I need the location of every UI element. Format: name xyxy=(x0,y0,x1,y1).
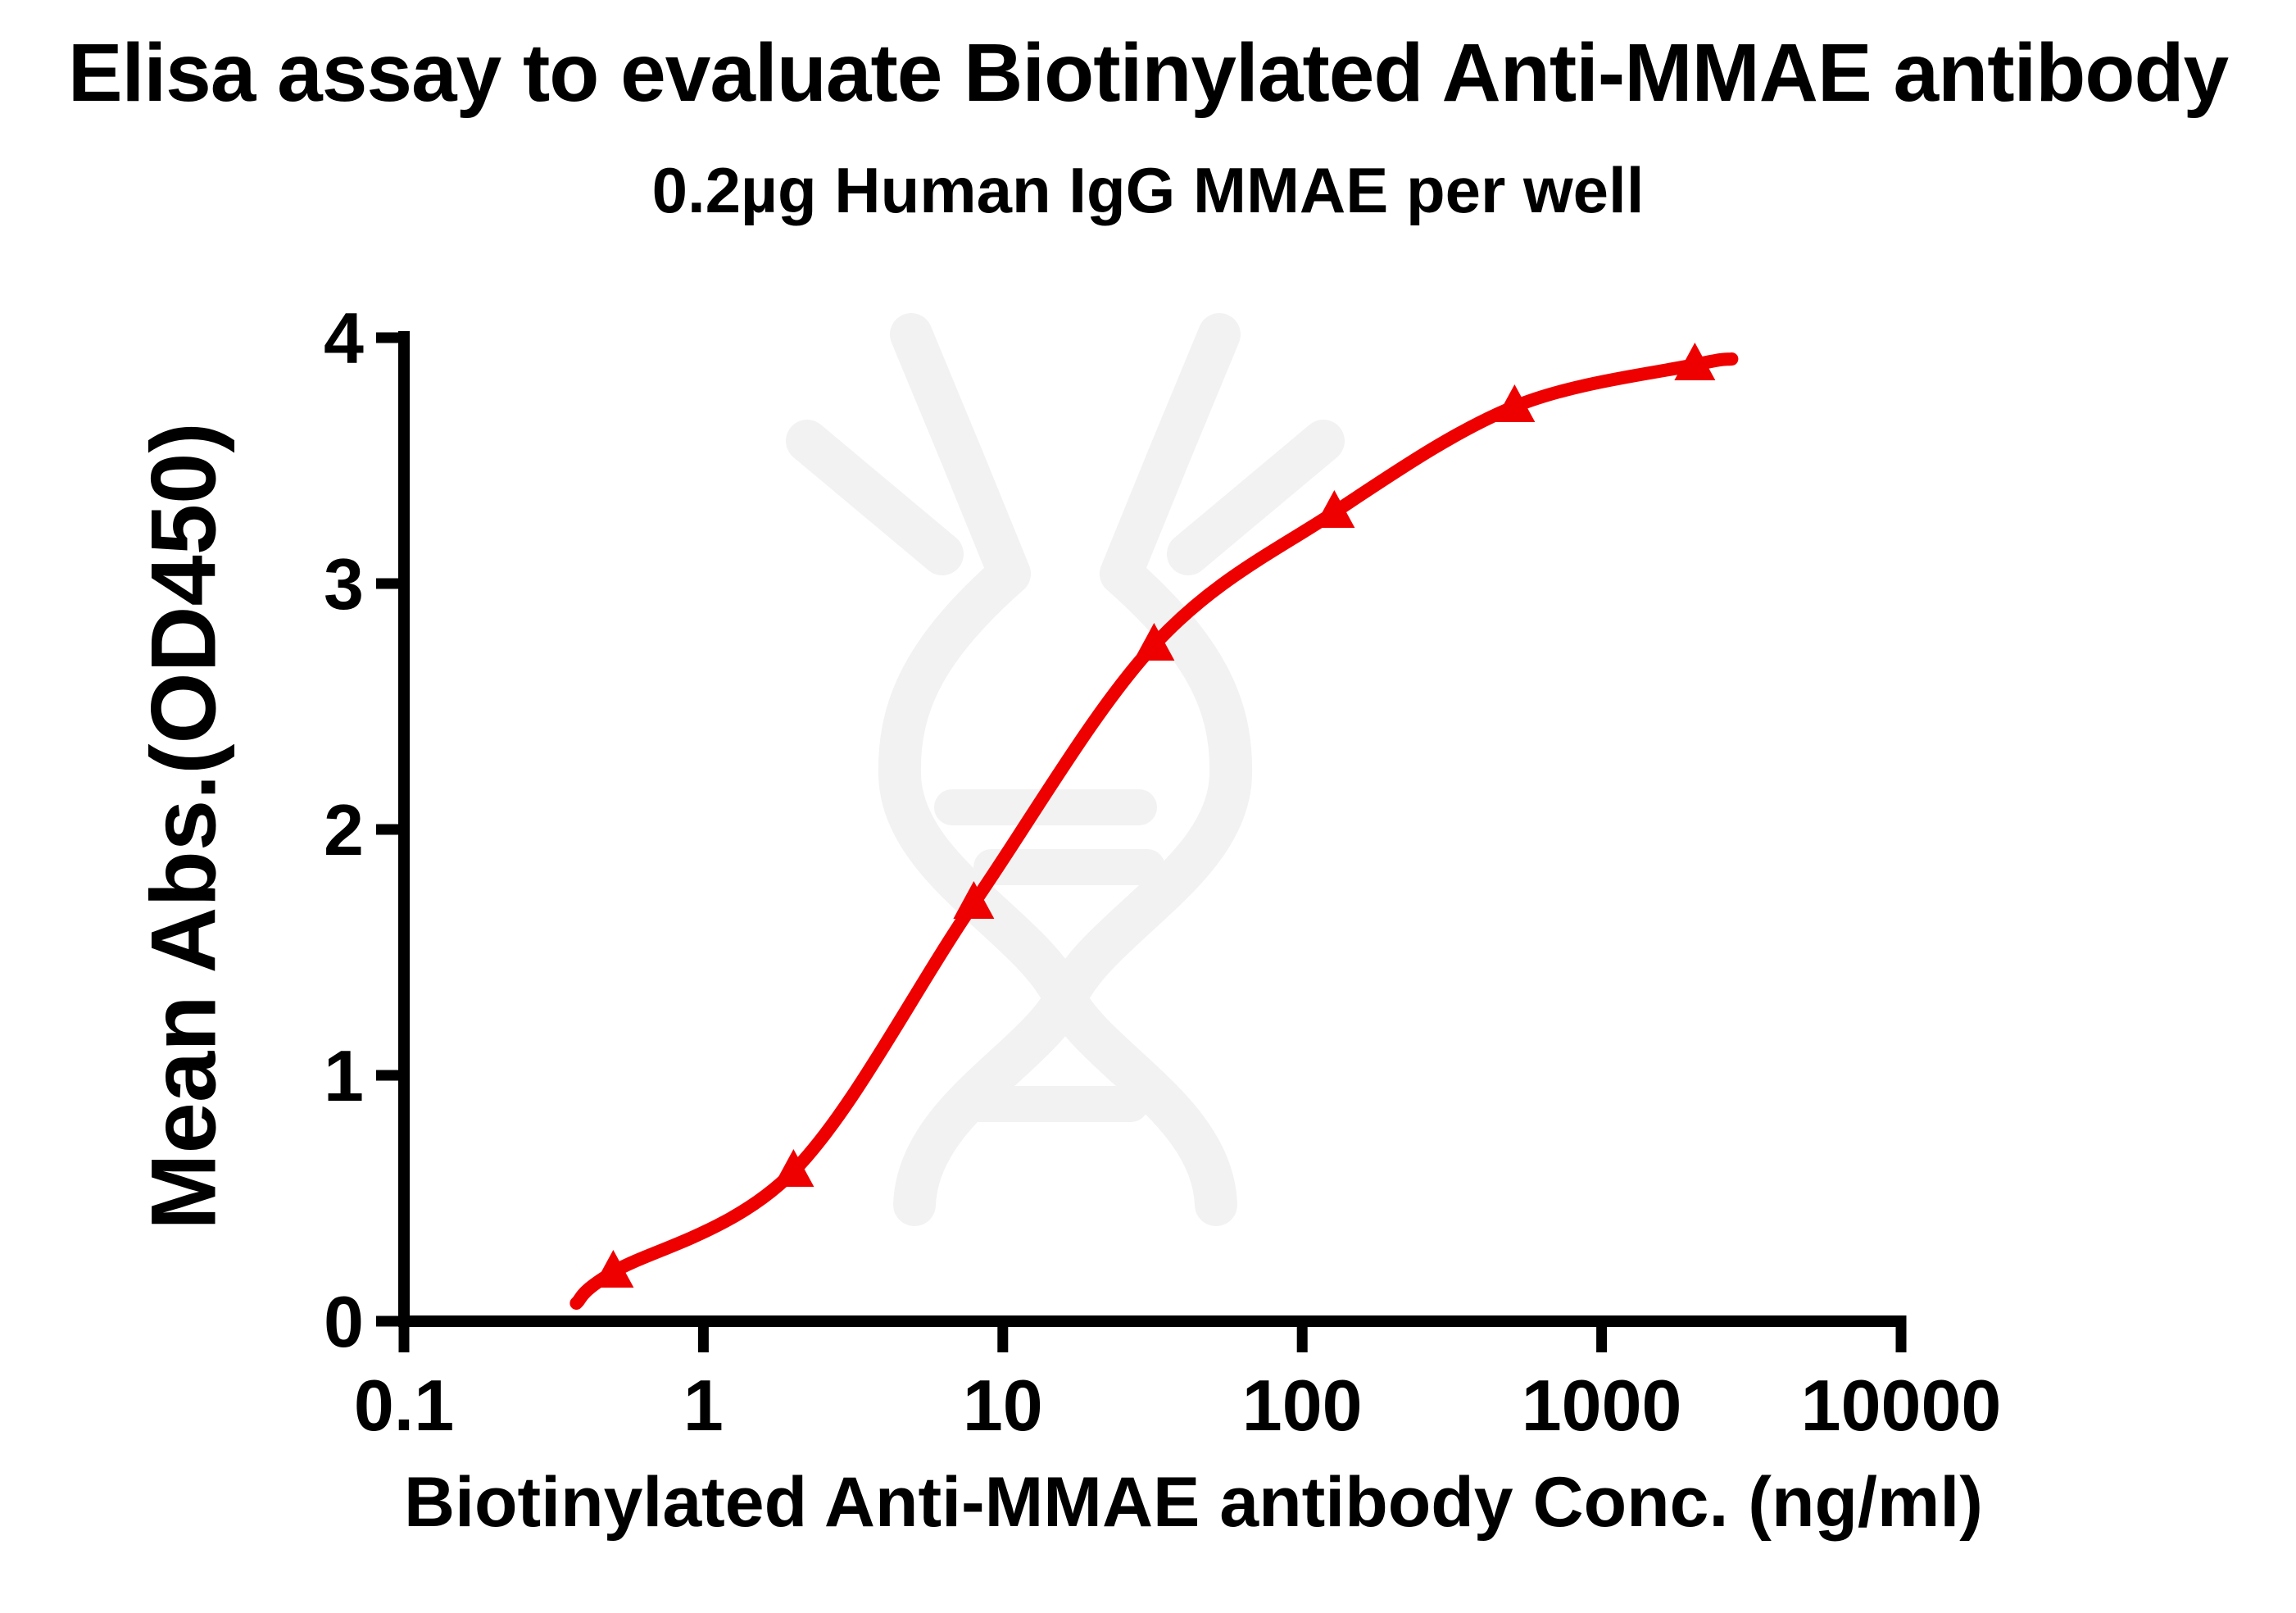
watermark-inner-right-arm xyxy=(1100,313,1241,595)
x-tick-label: 1000 xyxy=(1522,1365,1682,1446)
data-point-marker xyxy=(1674,343,1716,380)
data-point-marker xyxy=(953,881,995,919)
chart-title: Elisa assay to evaluate Biotinylated Ant… xyxy=(67,27,2229,119)
x-tick-label: 0.1 xyxy=(354,1365,454,1446)
data-point-marker xyxy=(592,1250,634,1288)
y-tick-label: 4 xyxy=(324,298,364,379)
tick-labels: 0 1 2 3 4 0.1 1 10 100 1000 10000 xyxy=(324,298,2001,1446)
watermark-inner-left-arm xyxy=(890,313,1031,595)
watermark-outer-left-arm xyxy=(786,420,964,575)
data-point-marker xyxy=(1314,490,1355,528)
fit-curve xyxy=(569,352,1739,1310)
watermark-outer-right-arm xyxy=(1167,420,1345,575)
data-point-marker xyxy=(1494,384,1536,422)
x-tick-label: 100 xyxy=(1242,1365,1363,1446)
data-point-marker xyxy=(773,1149,814,1187)
axes xyxy=(376,331,1907,1352)
x-tick-label: 1 xyxy=(683,1365,724,1446)
x-tick-label: 10000 xyxy=(1801,1365,2002,1446)
data-point-marker xyxy=(1133,623,1175,661)
chart-subtitle: 0.2µg Human IgG MMAE per well xyxy=(651,154,1645,226)
y-tick-label: 3 xyxy=(324,543,364,625)
data-points xyxy=(592,343,1716,1288)
y-tick-label: 1 xyxy=(324,1035,364,1116)
x-axis-label: Biotinylated Anti-MMAE antibody Conc. (n… xyxy=(404,1463,1983,1542)
y-tick-label: 2 xyxy=(324,789,364,870)
x-tick-label: 10 xyxy=(963,1365,1043,1446)
y-tick-label: 0 xyxy=(324,1281,364,1362)
